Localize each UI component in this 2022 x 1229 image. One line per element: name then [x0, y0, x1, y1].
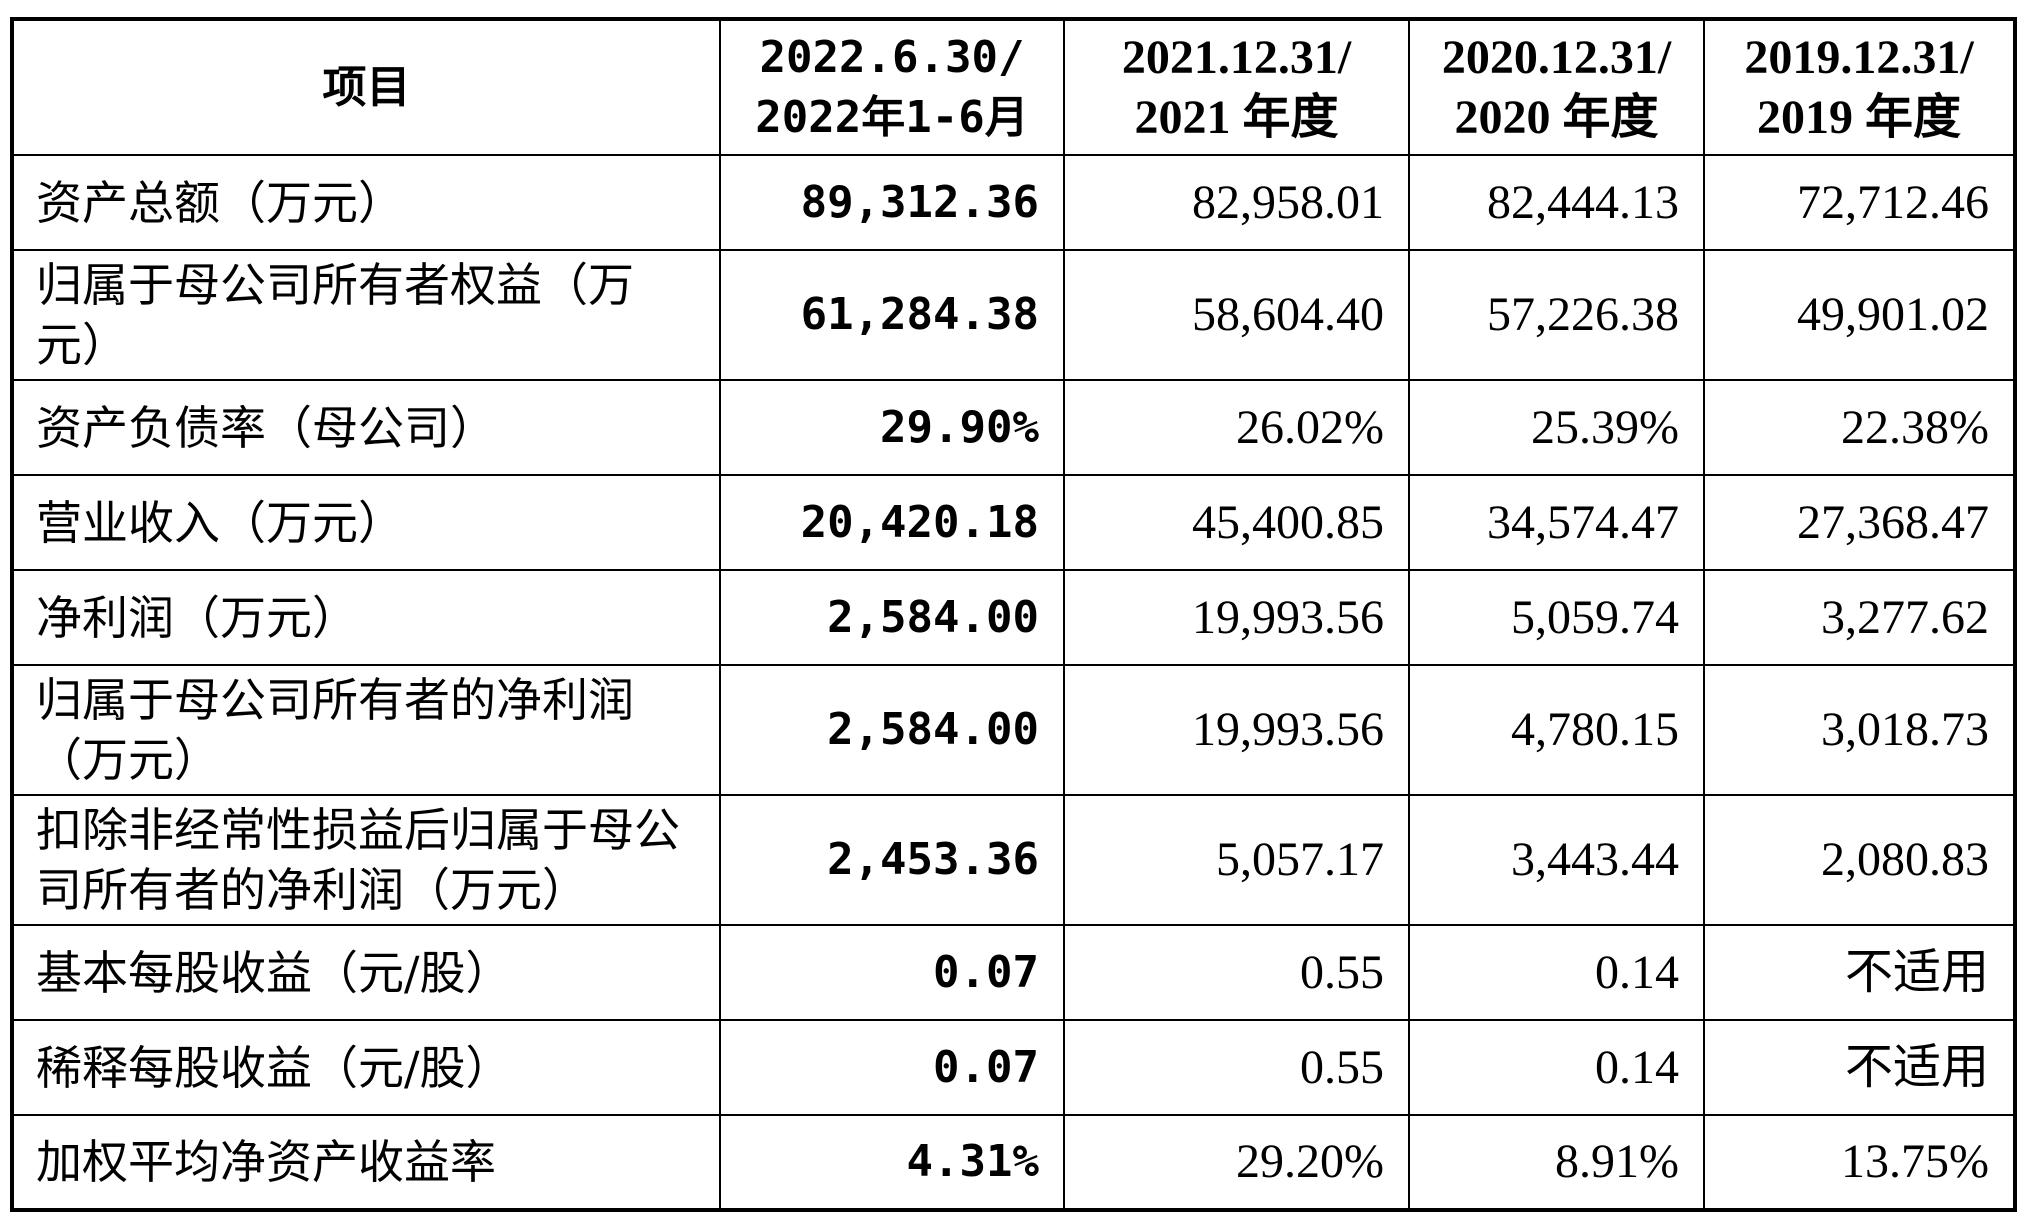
row-label: 资产总额（万元） [10, 154, 721, 251]
value-2022h1: 89,312.36 [719, 154, 1065, 251]
header-period-2022h1: 2022.6.30/ 2022年1-6月 [719, 17, 1065, 156]
row-label: 基本每股收益（元/股） [10, 924, 721, 1021]
value-2019: 2,080.83 [1703, 794, 2017, 926]
row-label: 资产负债率（母公司） [10, 379, 721, 476]
row-label: 加权平均净资产收益率 [10, 1114, 721, 1212]
value-2021: 19,993.56 [1063, 664, 1410, 796]
header-period-2020: 2020.12.31/ 2020 年度 [1408, 17, 1705, 156]
header-period-2019: 2019.12.31/ 2019 年度 [1703, 17, 2017, 156]
table-row-weighted-roe: 加权平均净资产收益率 4.31% 29.20% 8.91% 13.75% [10, 1114, 2017, 1212]
value-2022h1: 20,420.18 [719, 474, 1065, 571]
table-row-deducted-net-profit: 扣除非经常性损益后归属于母公司所有者的净利润（万元） 2,453.36 5,05… [10, 794, 2017, 926]
table-row-parent-equity: 归属于母公司所有者权益（万元） 61,284.38 58,604.40 57,2… [10, 249, 2017, 381]
financial-summary-table: 项目 2022.6.30/ 2022年1-6月 2021.12.31/ 2021… [10, 17, 2017, 1212]
value-2019: 27,368.47 [1703, 474, 2017, 571]
value-2021: 19,993.56 [1063, 569, 1410, 666]
value-2020: 25.39% [1408, 379, 1705, 476]
table-row-total-assets: 资产总额（万元） 89,312.36 82,958.01 82,444.13 7… [10, 154, 2017, 251]
row-label: 扣除非经常性损益后归属于母公司所有者的净利润（万元） [10, 794, 721, 926]
row-label: 营业收入（万元） [10, 474, 721, 571]
table-row-diluted-eps: 稀释每股收益（元/股） 0.07 0.55 0.14 不适用 [10, 1019, 2017, 1116]
value-2019: 3,277.62 [1703, 569, 2017, 666]
value-2021: 58,604.40 [1063, 249, 1410, 381]
header-period-2021: 2021.12.31/ 2021 年度 [1063, 17, 1410, 156]
value-2021: 26.02% [1063, 379, 1410, 476]
value-2022h1: 29.90% [719, 379, 1065, 476]
value-2021: 29.20% [1063, 1114, 1410, 1212]
value-2020: 34,574.47 [1408, 474, 1705, 571]
value-2020: 82,444.13 [1408, 154, 1705, 251]
value-2019: 72,712.46 [1703, 154, 2017, 251]
value-2022h1: 2,584.00 [719, 664, 1065, 796]
value-2021: 0.55 [1063, 924, 1410, 1021]
value-2020: 57,226.38 [1408, 249, 1705, 381]
table-header-row: 项目 2022.6.30/ 2022年1-6月 2021.12.31/ 2021… [10, 17, 2017, 156]
value-2020: 0.14 [1408, 1019, 1705, 1116]
value-2022h1: 0.07 [719, 1019, 1065, 1116]
value-2020: 5,059.74 [1408, 569, 1705, 666]
table-row-debt-ratio: 资产负债率（母公司） 29.90% 26.02% 25.39% 22.38% [10, 379, 2017, 476]
value-2019: 49,901.02 [1703, 249, 2017, 381]
value-2019: 13.75% [1703, 1114, 2017, 1212]
row-label: 归属于母公司所有者权益（万元） [10, 249, 721, 381]
value-2019: 不适用 [1703, 1019, 2017, 1116]
value-2021: 5,057.17 [1063, 794, 1410, 926]
value-2021: 82,958.01 [1063, 154, 1410, 251]
header-item: 项目 [10, 17, 721, 156]
row-label: 稀释每股收益（元/股） [10, 1019, 721, 1116]
value-2020: 0.14 [1408, 924, 1705, 1021]
value-2019: 22.38% [1703, 379, 2017, 476]
table-row-net-profit: 净利润（万元） 2,584.00 19,993.56 5,059.74 3,27… [10, 569, 2017, 666]
value-2022h1: 61,284.38 [719, 249, 1065, 381]
value-2021: 45,400.85 [1063, 474, 1410, 571]
value-2021: 0.55 [1063, 1019, 1410, 1116]
value-2022h1: 2,584.00 [719, 569, 1065, 666]
value-2019: 不适用 [1703, 924, 2017, 1021]
value-2019: 3,018.73 [1703, 664, 2017, 796]
value-2020: 4,780.15 [1408, 664, 1705, 796]
value-2020: 3,443.44 [1408, 794, 1705, 926]
financial-summary-table-container: 项目 2022.6.30/ 2022年1-6月 2021.12.31/ 2021… [10, 17, 2017, 1212]
table-row-revenue: 营业收入（万元） 20,420.18 45,400.85 34,574.47 2… [10, 474, 2017, 571]
value-2022h1: 2,453.36 [719, 794, 1065, 926]
table-row-basic-eps: 基本每股收益（元/股） 0.07 0.55 0.14 不适用 [10, 924, 2017, 1021]
table-row-parent-net-profit: 归属于母公司所有者的净利润（万元） 2,584.00 19,993.56 4,7… [10, 664, 2017, 796]
row-label: 净利润（万元） [10, 569, 721, 666]
value-2022h1: 4.31% [719, 1114, 1065, 1212]
row-label: 归属于母公司所有者的净利润（万元） [10, 664, 721, 796]
value-2020: 8.91% [1408, 1114, 1705, 1212]
value-2022h1: 0.07 [719, 924, 1065, 1021]
